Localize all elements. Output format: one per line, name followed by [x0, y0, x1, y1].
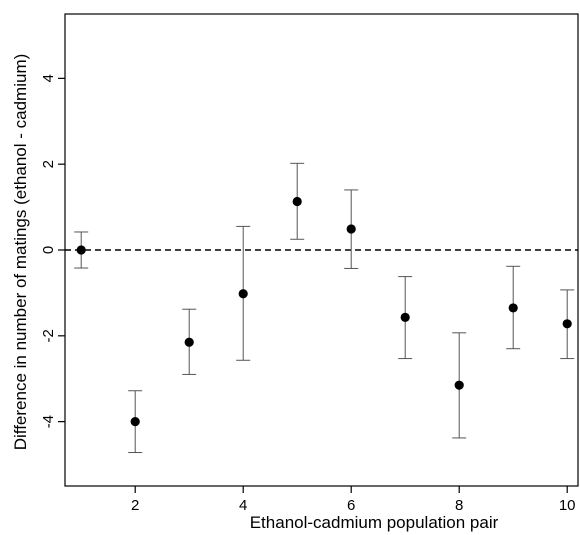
- data-point-5: [292, 196, 302, 207]
- y-axis-ticks: -4 -2 0 2 4: [40, 74, 65, 428]
- x-tick-label: 8: [455, 497, 463, 514]
- data-point-2: [130, 417, 140, 427]
- x-axis-ticks: 2 4 6 8 10: [131, 486, 576, 514]
- data-point-9: [508, 303, 518, 313]
- data-point-8: [454, 380, 464, 390]
- data-point-10: [562, 319, 572, 329]
- data-point-1: [76, 245, 86, 255]
- x-tick-label: 4: [239, 497, 247, 514]
- y-tick-label: -4: [40, 415, 57, 428]
- x-tick-label: 6: [347, 497, 355, 514]
- x-tick-label: 2: [131, 497, 139, 514]
- data-points: [76, 196, 572, 427]
- y-tick-label: -2: [40, 329, 57, 342]
- error-bars: [74, 162, 575, 454]
- y-axis-label: Difference in number of matings (ethanol…: [11, 54, 30, 451]
- y-tick-label: 2: [40, 160, 57, 168]
- data-point-6: [346, 224, 356, 234]
- y-tick-label: 4: [40, 74, 57, 82]
- y-tick-label: 0: [40, 246, 57, 254]
- x-tick-label: 10: [559, 497, 576, 514]
- plot-frame: [64, 13, 579, 487]
- data-point-4: [238, 289, 248, 299]
- x-axis-label: Ethanol-cadmium population pair: [250, 513, 499, 532]
- data-point-3: [184, 337, 194, 347]
- plot-border: [64, 13, 579, 487]
- data-point-7: [400, 312, 410, 322]
